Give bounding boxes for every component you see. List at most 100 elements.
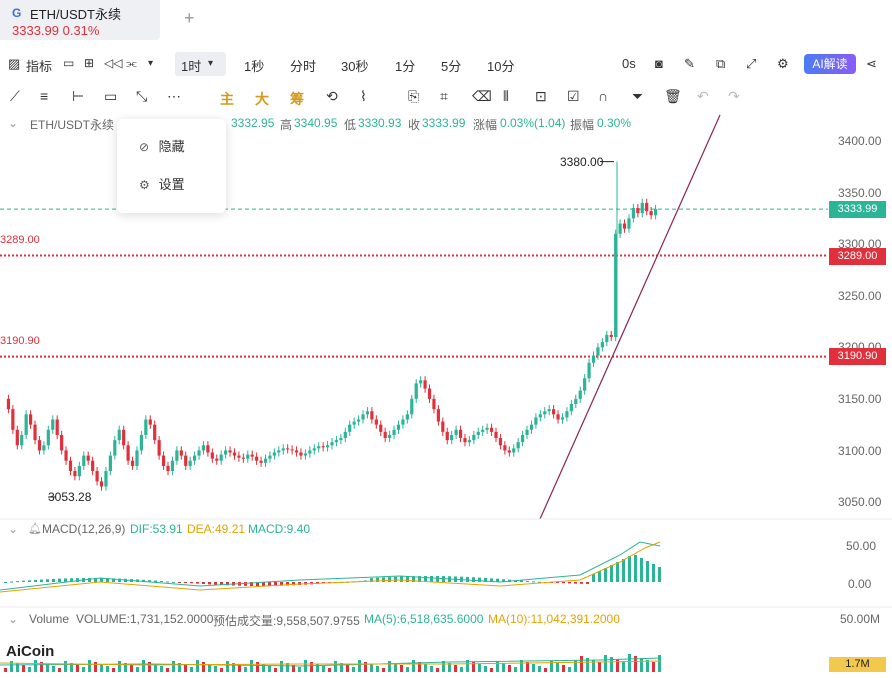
timeframe-10m[interactable]: 10分 bbox=[487, 59, 515, 74]
timeframe-5m[interactable]: 5分 bbox=[441, 59, 462, 74]
macd-bar bbox=[616, 562, 619, 582]
candle-body bbox=[108, 455, 112, 472]
indicator-button[interactable]: 指标 bbox=[26, 59, 53, 74]
gear-icon: ⚙ bbox=[139, 178, 150, 192]
candles-icon[interactable]: ⫴ bbox=[503, 88, 509, 104]
share-icon[interactable]: ⋖ bbox=[866, 56, 877, 71]
collapse-chevron-icon[interactable]: ⌄ bbox=[8, 116, 19, 130]
lock-icon[interactable]: ⊡ bbox=[535, 88, 547, 104]
candle-body bbox=[99, 481, 104, 487]
volume-bar bbox=[340, 663, 343, 672]
rect-tool-icon[interactable]: ▭ bbox=[104, 88, 118, 104]
volume-bar bbox=[544, 668, 547, 672]
volume-collapse-icon[interactable]: ⌄ bbox=[8, 612, 19, 626]
volume-bar bbox=[616, 659, 619, 672]
volume-bar bbox=[550, 661, 553, 672]
volume-tick-50m: 50.00M bbox=[840, 612, 881, 626]
draw-tools-icon[interactable]: ⫘ bbox=[126, 56, 137, 70]
indicator-icon[interactable]: ▨ bbox=[8, 56, 21, 71]
timeframe-tick[interactable]: 分时 bbox=[290, 59, 317, 74]
macd-bar bbox=[166, 581, 169, 583]
candle-body bbox=[104, 471, 108, 487]
magnet-icon[interactable]: ∩ bbox=[598, 88, 609, 104]
tab-price: 3333.99 0.31% bbox=[12, 23, 100, 38]
candle-body bbox=[126, 445, 130, 461]
bell-icon[interactable]: 🔔︎ bbox=[28, 523, 42, 535]
volume-bar bbox=[568, 667, 571, 672]
timeframe-1h[interactable]: 1时 bbox=[181, 59, 202, 74]
volume-bar bbox=[508, 665, 511, 672]
grid-icon[interactable]: ⊞ bbox=[84, 56, 95, 70]
candle-body bbox=[405, 414, 409, 420]
note-icon[interactable]: ⎘ bbox=[408, 88, 420, 104]
main-force-button[interactable]: 主 bbox=[220, 91, 234, 107]
volume-value: VOLUME:1,731,152.0000 bbox=[76, 612, 214, 626]
volume-bar bbox=[262, 664, 265, 672]
checklist-icon[interactable]: ☑ bbox=[567, 88, 580, 104]
hline-group-tool-icon[interactable]: ≡ bbox=[40, 88, 49, 104]
timeframe-1s[interactable]: 1秒 bbox=[244, 59, 265, 74]
macd-bar bbox=[106, 578, 109, 582]
candle-body bbox=[622, 223, 627, 229]
menu-item-hide[interactable]: ⊘ 隐藏 bbox=[139, 137, 185, 157]
macd-bar bbox=[250, 582, 253, 586]
fullscreen-icon[interactable]: ⤢ bbox=[746, 56, 757, 71]
window-icon[interactable]: ⧉ bbox=[716, 56, 726, 71]
tab-bar: G ETH/USDT永续 3333.99 0.31% + bbox=[0, 0, 892, 42]
volume-bar bbox=[148, 662, 151, 672]
big-order-button[interactable]: 大 bbox=[255, 91, 269, 107]
candle-body bbox=[312, 448, 316, 451]
macd-bar bbox=[46, 579, 49, 582]
more-tools-icon[interactable]: ⋯ bbox=[167, 88, 181, 104]
settings-gear-icon[interactable]: ⚙ bbox=[777, 56, 789, 71]
candle-body bbox=[46, 429, 50, 446]
candle-body bbox=[20, 434, 24, 446]
chevron-down-icon[interactable]: ▾ bbox=[148, 58, 154, 69]
volume-bar bbox=[220, 668, 223, 672]
volume-ma10: MA(10):11,042,391.2000 bbox=[488, 612, 620, 626]
timeframe-chevron-icon[interactable]: ▾ bbox=[208, 58, 214, 69]
macd-collapse-icon[interactable]: ⌄ bbox=[8, 522, 19, 536]
layout-icon[interactable]: ▭ bbox=[63, 56, 75, 70]
macd-bar bbox=[100, 578, 103, 582]
menu-item-settings[interactable]: ⚙ 设置 bbox=[139, 175, 185, 195]
volume-bar bbox=[328, 668, 331, 672]
candle-body bbox=[356, 419, 361, 422]
camera-icon[interactable]: ◙ bbox=[655, 56, 663, 71]
macd-bar bbox=[364, 580, 367, 582]
eraser-icon[interactable]: ⌫ bbox=[472, 88, 492, 104]
candle-body bbox=[303, 453, 308, 456]
volume-ma10-line bbox=[0, 660, 661, 666]
tab-eth-usdt[interactable]: G ETH/USDT永续 3333.99 0.31% bbox=[0, 0, 160, 40]
add-tab-button[interactable]: + bbox=[184, 8, 195, 28]
undo-icon[interactable]: ↶ bbox=[697, 88, 709, 104]
candle-body bbox=[392, 429, 396, 435]
macd-bar bbox=[82, 578, 85, 582]
trash-icon[interactable]: 🗑 bbox=[664, 88, 682, 104]
candle-body bbox=[560, 417, 565, 420]
candle-body bbox=[547, 409, 551, 412]
macd-bar bbox=[280, 582, 283, 586]
volume-bar bbox=[70, 663, 73, 672]
ohlc-close-label: 收 bbox=[408, 118, 421, 132]
brush-icon[interactable]: ⌇ bbox=[360, 88, 367, 104]
current-price-tag: 3333.99 bbox=[829, 201, 886, 218]
candle-body bbox=[476, 431, 480, 435]
macd-bar bbox=[232, 582, 235, 586]
chip-button[interactable]: 筹 bbox=[290, 91, 304, 107]
ruler-icon[interactable]: ⌗ bbox=[440, 88, 448, 104]
rewind-icon[interactable]: ◁◁ bbox=[104, 56, 123, 70]
timeframe-1m[interactable]: 1分 bbox=[395, 59, 416, 74]
sync-icon[interactable]: ⟲ bbox=[326, 88, 338, 104]
macd-dea: DEA:49.21 bbox=[187, 522, 246, 536]
filter-icon[interactable]: ⏷ bbox=[632, 88, 644, 104]
trendline-tool-icon[interactable]: ⟋ bbox=[10, 88, 20, 104]
price-tick: 3350.00 bbox=[838, 186, 882, 200]
ray-tool-icon[interactable]: ⤡ bbox=[136, 88, 148, 104]
ai-interpret-button[interactable]: AI解读 bbox=[804, 54, 856, 74]
timeframe-30s[interactable]: 30秒 bbox=[341, 59, 369, 74]
hline-tool-icon[interactable]: ⊢ bbox=[72, 88, 85, 104]
candle-body bbox=[122, 429, 126, 446]
redo-icon[interactable]: ↷ bbox=[728, 88, 740, 104]
pen-icon[interactable]: ✎ bbox=[684, 56, 695, 71]
